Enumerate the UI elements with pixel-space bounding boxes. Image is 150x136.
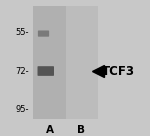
FancyBboxPatch shape: [38, 30, 49, 37]
Text: A: A: [45, 125, 54, 135]
Text: TCF3: TCF3: [102, 64, 135, 78]
Text: B: B: [77, 125, 85, 135]
Text: 72-: 72-: [15, 67, 28, 75]
FancyBboxPatch shape: [38, 66, 54, 76]
Text: 95-: 95-: [15, 105, 28, 114]
Bar: [66, 6, 98, 119]
Text: 55-: 55-: [15, 28, 28, 37]
Bar: [33, 6, 66, 119]
